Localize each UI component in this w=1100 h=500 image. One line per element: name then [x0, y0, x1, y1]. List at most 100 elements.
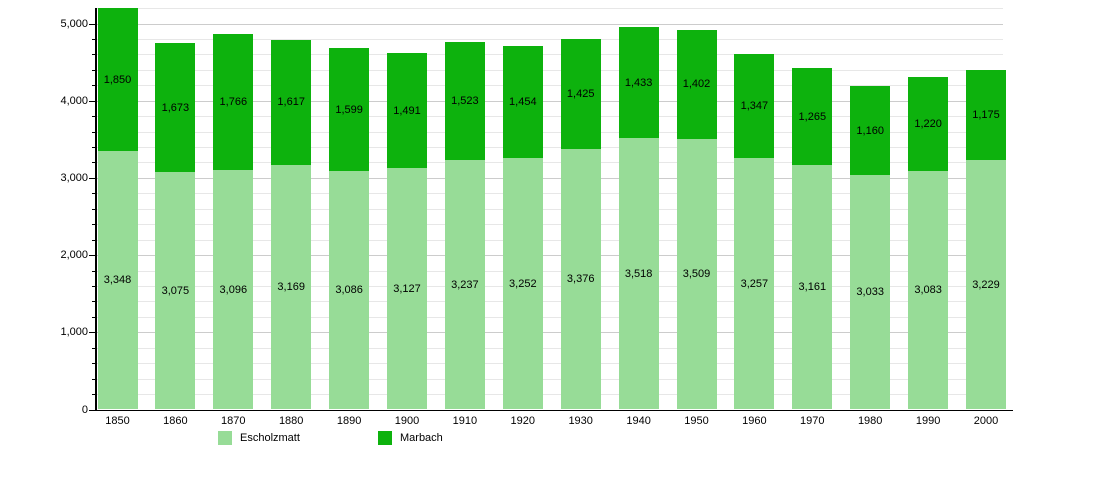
bar-segment-marbach [676, 30, 717, 139]
gridline-minor [97, 208, 1003, 210]
bar-value-label-marbach: 1,160 [856, 124, 884, 137]
y-axis-tick [92, 147, 96, 149]
bar-value-label-escholzmatt: 3,075 [161, 284, 190, 297]
bar-segment-escholzmatt [966, 160, 1006, 410]
bar-segment-marbach [329, 47, 370, 172]
y-axis-tick [92, 116, 96, 118]
x-axis-tick-label: 1980 [857, 414, 883, 427]
y-axis-tick [92, 363, 96, 365]
x-axis-tick-label: 1910 [452, 414, 478, 427]
gridline-minor [97, 363, 1003, 365]
y-axis-tick [92, 131, 96, 133]
gridline-minor [97, 69, 1003, 71]
bar-value-label-marbach: 1,265 [798, 110, 827, 123]
bar-value-label-marbach: 1,523 [451, 94, 479, 107]
bar-value-label-marbach: 1,347 [740, 100, 769, 113]
gridline-minor [97, 8, 1003, 10]
gridline-major [97, 255, 1003, 257]
bar-value-label-marbach: 1,850 [103, 73, 132, 86]
bar-value-label-escholzmatt: 3,229 [972, 278, 1000, 291]
gridline-major [97, 332, 1003, 334]
y-axis-tick-label: 3,000 [60, 171, 88, 184]
y-axis-tick [89, 409, 96, 411]
bar-value-label-escholzmatt: 3,518 [624, 267, 653, 280]
x-axis-tick-label: 1920 [510, 414, 536, 427]
gridline-minor [97, 116, 1003, 118]
bar-segment-marbach [618, 27, 659, 138]
bar-segment-marbach [792, 67, 833, 166]
y-axis-tick [92, 301, 96, 303]
y-axis-line [95, 8, 97, 410]
x-axis-tick-label: 1880 [278, 414, 304, 427]
bar-value-label-escholzmatt: 3,086 [335, 284, 363, 297]
bar-value-label-marbach: 1,491 [393, 104, 421, 117]
y-axis-tick [89, 23, 96, 25]
y-axis-tick [92, 394, 96, 396]
bar-segment-escholzmatt [271, 164, 312, 410]
bar-value-label-escholzmatt: 3,257 [740, 277, 769, 290]
bar-value-label-escholzmatt: 3,237 [451, 278, 479, 291]
gridline-major [97, 23, 1003, 25]
bar-segment-marbach [387, 52, 427, 169]
gridline-minor [97, 54, 1003, 56]
gridline-major [97, 100, 1003, 102]
bar-segment-escholzmatt [502, 158, 543, 410]
x-axis-tick-label: 1900 [394, 414, 420, 427]
gridline-minor [97, 378, 1003, 380]
bar-value-label-escholzmatt: 3,348 [103, 274, 132, 287]
y-axis-tick [89, 177, 96, 179]
gridline-minor [97, 38, 1003, 40]
bar-value-label-escholzmatt: 3,127 [393, 282, 421, 295]
x-axis-tick-label: 1930 [568, 414, 593, 427]
bar-value-label-escholzmatt: 3,252 [509, 277, 537, 290]
y-axis-tick [92, 162, 96, 164]
bar-value-label-marbach: 1,402 [682, 78, 711, 91]
bar-segment-marbach [271, 40, 312, 165]
bar-segment-marbach [213, 34, 254, 171]
bar-value-label-escholzmatt: 3,083 [914, 284, 942, 297]
legend-swatch-escholzmatt [218, 431, 232, 445]
bar-value-label-escholzmatt: 3,033 [856, 286, 884, 299]
y-axis-tick [92, 38, 96, 40]
x-axis-tick-label: 1890 [336, 414, 362, 427]
bar-segment-marbach [97, 8, 138, 152]
x-axis-tick-label: 1850 [105, 414, 130, 427]
y-axis-tick-label: 2,000 [60, 249, 88, 262]
bar-value-label-marbach: 1,599 [335, 103, 363, 116]
x-axis-tick-label: 1960 [742, 414, 767, 427]
bar-segment-escholzmatt [618, 137, 659, 410]
gridline-minor [97, 301, 1003, 303]
bar-segment-marbach [908, 77, 949, 172]
y-axis-tick [92, 224, 96, 226]
bar-value-label-marbach: 1,454 [509, 96, 537, 109]
y-axis-tick-label: 1,000 [60, 326, 88, 339]
bar-value-label-escholzmatt: 3,376 [566, 273, 595, 286]
bar-segment-escholzmatt [676, 138, 717, 410]
y-axis-tick [92, 69, 96, 71]
gridline-minor [97, 147, 1003, 149]
bar-value-label-marbach: 1,220 [914, 118, 942, 131]
x-axis-tick-label: 1950 [684, 414, 709, 427]
bar-segment-escholzmatt [444, 159, 485, 410]
y-axis-tick-label: 4,000 [60, 94, 88, 107]
y-axis-tick [92, 85, 96, 87]
bar-value-label-marbach: 1,673 [161, 101, 190, 114]
x-axis-tick-label: 1870 [221, 414, 246, 427]
x-axis-tick-label: 2000 [973, 414, 999, 427]
bar-segment-marbach [966, 69, 1006, 161]
gridline-minor [97, 193, 1003, 195]
gridline-minor [97, 131, 1003, 133]
bar-segment-marbach [560, 38, 601, 149]
gridline-minor [97, 316, 1003, 318]
bar-value-label-escholzmatt: 3,169 [277, 281, 305, 294]
y-axis-tick [92, 208, 96, 210]
bar-segment-marbach [502, 46, 543, 159]
bar-segment-escholzmatt [387, 168, 427, 410]
gridline-minor [97, 239, 1003, 241]
gridline-major [97, 177, 1003, 179]
bar-segment-escholzmatt [734, 158, 775, 410]
legend-label-escholzmatt: Escholzmatt [240, 432, 300, 444]
bar-segment-escholzmatt [792, 165, 833, 410]
bar-value-label-marbach: 1,617 [277, 96, 305, 109]
